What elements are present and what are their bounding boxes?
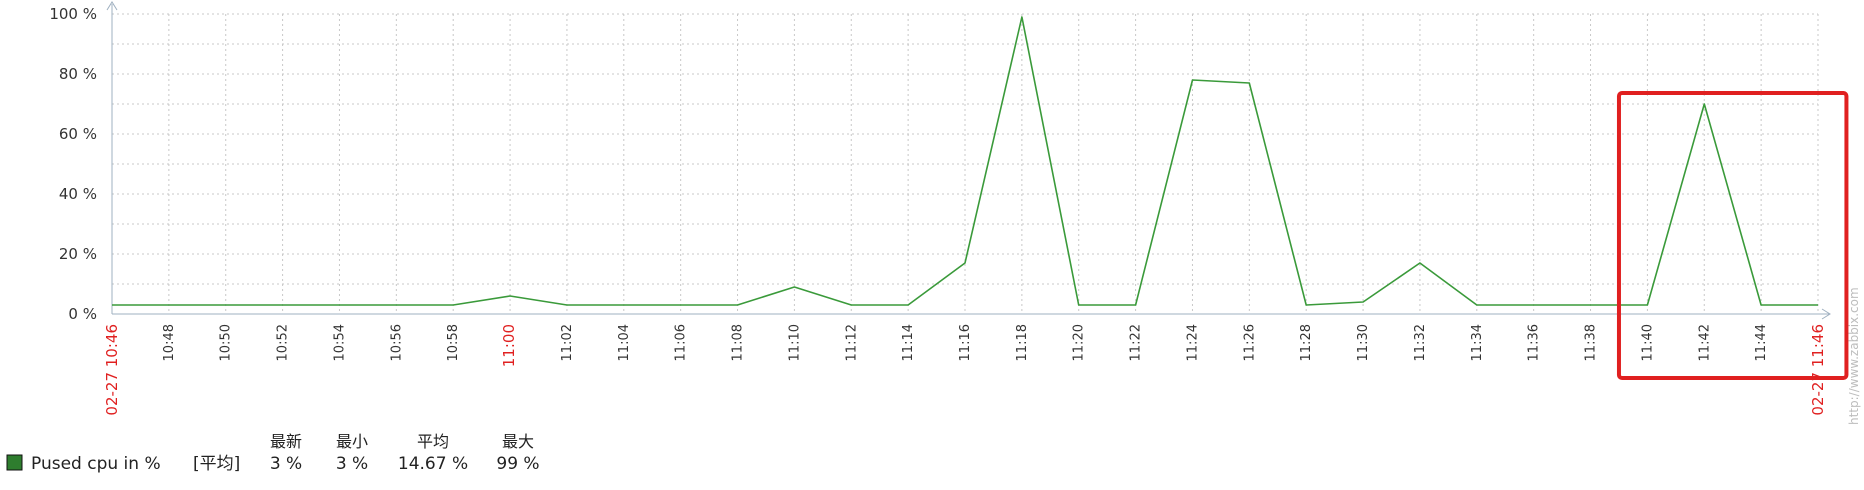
y-axis-arrow — [106, 1, 118, 11]
legend-value-avg: 14.67 % — [398, 454, 468, 474]
chart-grid — [111, 13, 1819, 315]
x-tick-label: 11:10 — [787, 324, 802, 361]
legend-series-name: Pused cpu in % — [31, 454, 161, 474]
x-tick-label: 11:38 — [1584, 324, 1599, 361]
legend-header-avg: 平均 — [417, 432, 449, 451]
chart-axes — [106, 1, 1831, 320]
range-end-label: 02-27 11:46 — [1809, 324, 1827, 416]
legend-value-max: 99 % — [496, 454, 539, 474]
legend: Pused cpu in % [平均] 最新 最小 平均 最大 3 % 3 % … — [6, 432, 540, 474]
x-tick-label: 11:42 — [1697, 324, 1712, 361]
y-tick-label: 100 % — [49, 5, 97, 23]
legend-value-last: 3 % — [270, 454, 302, 474]
x-tick-label: 11:32 — [1413, 324, 1428, 361]
y-tick-label: 40 % — [59, 185, 97, 203]
range-start-label: 02-27 10:46 — [103, 324, 121, 416]
highlight-box — [1616, 91, 1849, 380]
x-tick-label: 10:52 — [276, 324, 291, 361]
x-tick-label: 11:22 — [1129, 324, 1144, 361]
series-layer — [112, 16, 1818, 306]
x-tick-label: 11:06 — [674, 324, 689, 361]
x-tick-label: 11:12 — [844, 324, 859, 361]
x-tick-label: 10:54 — [332, 324, 347, 361]
legend-header-min: 最小 — [336, 432, 368, 451]
x-tick-label: 10:48 — [162, 324, 177, 361]
x-tick-label: 11:26 — [1242, 324, 1257, 361]
watermark: http://www.zabbix.com — [1847, 287, 1861, 425]
x-tick-label: 10:56 — [389, 324, 404, 361]
legend-agg: [平均] — [193, 454, 240, 474]
legend-value-min: 3 % — [336, 454, 368, 474]
x-tick-label: 11:28 — [1299, 324, 1314, 361]
x-tick-label: 11:20 — [1072, 324, 1087, 361]
series-line — [112, 16, 1818, 306]
y-tick-label: 80 % — [59, 65, 97, 83]
x-tick-label: 11:24 — [1185, 324, 1200, 361]
x-axis-ticks: 10:48 10:50 10:52 10:54 10:56 10:58 11:00 11:02… — [103, 324, 1827, 416]
x-tick-label: 10:58 — [446, 324, 461, 361]
highlight-layer — [1616, 91, 1849, 380]
y-tick-label: 0 % — [68, 305, 97, 323]
x-tick-label: 11:16 — [958, 324, 973, 361]
x-tick-label: 10:50 — [219, 324, 234, 361]
x-tick-label: 11:30 — [1356, 324, 1371, 361]
x-axis-arrow — [1821, 308, 1831, 320]
x-tick-label: 11:34 — [1470, 324, 1485, 361]
x-tick-label: 11:40 — [1640, 324, 1655, 361]
x-tick-label: 11:44 — [1754, 324, 1769, 361]
y-axis-ticks: 0 % 20 % 40 % 60 % 80 % 100 % — [49, 5, 97, 323]
x-tick-label: 11:02 — [560, 324, 575, 361]
y-tick-label: 60 % — [59, 125, 97, 143]
x-tick-label: 11:08 — [731, 324, 746, 361]
y-tick-label: 20 % — [59, 245, 97, 263]
legend-header-max: 最大 — [502, 432, 534, 451]
legend-header-last: 最新 — [270, 432, 302, 451]
x-tick-label: 11:00 — [500, 324, 518, 367]
x-tick-label: 11:04 — [617, 324, 632, 361]
legend-swatch — [6, 454, 23, 471]
x-tick-label: 11:36 — [1527, 324, 1542, 361]
x-tick-label: 11:18 — [1015, 324, 1030, 361]
x-tick-label: 11:14 — [901, 324, 916, 361]
